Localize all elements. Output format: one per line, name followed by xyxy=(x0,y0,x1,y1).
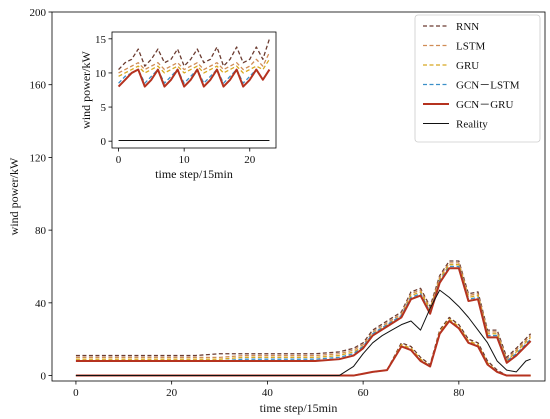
y-tick-label: 120 xyxy=(30,152,47,164)
legend-label-0: RNN xyxy=(456,21,479,33)
legend-label-3: GCN－LSTM xyxy=(456,80,520,92)
inset-x-axis-label: time step/15min xyxy=(155,167,233,181)
series-line-0 xyxy=(75,260,532,359)
series-line-1 xyxy=(75,262,532,360)
x-tick-label: 60 xyxy=(358,387,370,399)
inset-series-line-2 xyxy=(118,58,270,77)
y-axis-label: wind power/kW xyxy=(7,157,21,235)
inset-series-line-4 xyxy=(117,68,271,88)
series-line-5 xyxy=(75,289,531,377)
series-lower-line-1 xyxy=(75,318,531,377)
inset-x-tick-label: 0 xyxy=(116,154,122,166)
inset-x-tick-label: 10 xyxy=(179,154,191,166)
axes-frame xyxy=(51,11,546,382)
inset-y-tick-label: 5 xyxy=(101,102,107,114)
y-tick-label: 0 xyxy=(41,371,47,383)
x-axis-label: time step/15min xyxy=(260,401,338,415)
y-tick-label: 160 xyxy=(30,80,47,92)
legend-label-1: LSTM xyxy=(456,41,486,53)
inset-y-tick-label: 10 xyxy=(95,68,107,80)
legend-label-5: Reality xyxy=(456,119,488,131)
inset-plot: 0 10 20 0 5 10 15 time step/15min wind power/kW xyxy=(79,31,277,181)
inset-y-tick-label: 15 xyxy=(95,34,107,46)
inset-background xyxy=(112,32,276,148)
legend-label-2: GRU xyxy=(456,60,479,72)
inset-x-tick-label: 20 xyxy=(244,154,256,166)
x-tick-label: 40 xyxy=(262,387,274,399)
series-line-4 xyxy=(75,267,532,364)
inset-series-line-0 xyxy=(118,38,271,70)
series-lower-line-0 xyxy=(75,316,531,377)
y-tick-label: 40 xyxy=(35,298,47,310)
y-tick-label: 200 xyxy=(30,7,47,19)
inset-y-axis-label: wind power/kW xyxy=(79,51,93,129)
inset-series-line-3 xyxy=(118,68,270,84)
x-tick-label: 80 xyxy=(453,387,465,399)
legend-frame xyxy=(414,14,541,143)
series-lower-line-2 xyxy=(75,318,531,377)
y-tick-label: 80 xyxy=(35,225,47,237)
inset-y-tick-label: 0 xyxy=(101,136,107,148)
legend-label-4: GCN－GRU xyxy=(456,99,514,111)
inset-series-line-1 xyxy=(118,52,271,74)
x-tick-label: 0 xyxy=(73,387,79,399)
x-tick-label: 20 xyxy=(166,387,178,399)
legend: RNN LSTM GRU GCN－LSTM GCN－GRU Reality xyxy=(414,14,541,143)
inset-axes-frame xyxy=(111,31,277,149)
